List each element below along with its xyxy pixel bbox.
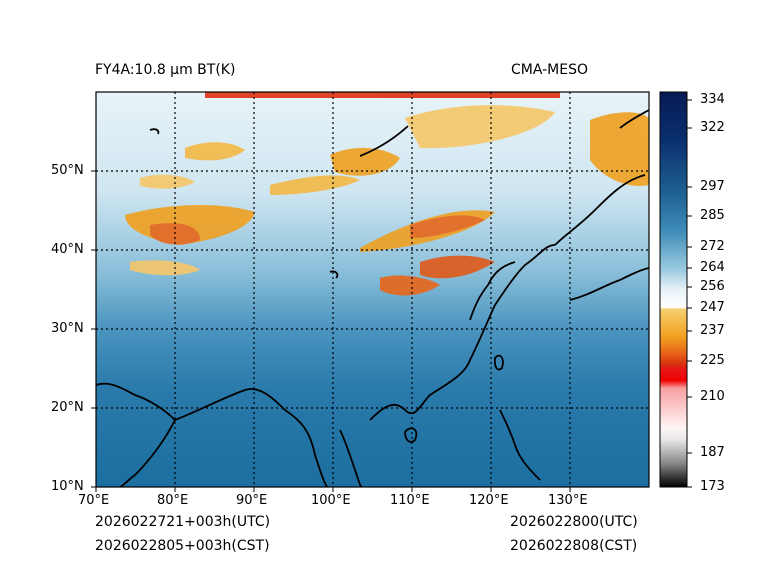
colorbar-label: 237 <box>700 323 725 338</box>
colorbar-label: 210 <box>700 389 725 404</box>
colorbar-label: 173 <box>700 479 725 494</box>
model-title: CMA-MESO <box>511 62 589 78</box>
lon-tick-label: 120°E <box>469 493 509 508</box>
lat-tick-label: 30°N <box>51 321 84 336</box>
colorbar-label: 334 <box>700 92 725 107</box>
coastlines <box>96 109 649 487</box>
lon-tick-label: 130°E <box>548 493 588 508</box>
lon-tick-label: 70°E <box>78 493 110 508</box>
colorbar-label: 285 <box>700 208 725 223</box>
product-title: FY4A:10.8 µm BT(K) <box>95 62 236 78</box>
lat-tick-label: 10°N <box>51 479 84 494</box>
map-frame <box>95 91 650 488</box>
lon-tick-label: 90°E <box>236 493 268 508</box>
colorbar-label: 256 <box>700 279 725 294</box>
colorbar-label: 322 <box>700 120 725 135</box>
colorbar-ticks <box>687 99 692 488</box>
run-time-cst: 2026022805+003h(CST) <box>95 538 270 554</box>
colorbar-label: 225 <box>700 353 725 368</box>
colorbar-label: 247 <box>700 300 725 315</box>
axis-ticks <box>91 170 571 492</box>
valid-time-cst: 2026022808(CST) <box>510 538 638 554</box>
graticule <box>96 92 649 487</box>
colorbar-label: 187 <box>700 445 725 460</box>
lat-tick-label: 50°N <box>51 163 84 178</box>
lat-tick-label: 20°N <box>51 400 84 415</box>
lon-tick-label: 80°E <box>157 493 189 508</box>
colorbar-label: 272 <box>700 239 725 254</box>
lon-tick-label: 110°E <box>390 493 430 508</box>
valid-time-utc: 2026022800(UTC) <box>510 514 638 530</box>
colorbar-label: 264 <box>700 260 725 275</box>
cloud-clusters <box>125 92 649 296</box>
colorbar-label: 297 <box>700 179 725 194</box>
lon-tick-label: 100°E <box>311 493 351 508</box>
run-time-utc: 2026022721+003h(UTC) <box>95 514 271 530</box>
lat-tick-label: 40°N <box>51 242 84 257</box>
colorbar <box>659 91 688 488</box>
